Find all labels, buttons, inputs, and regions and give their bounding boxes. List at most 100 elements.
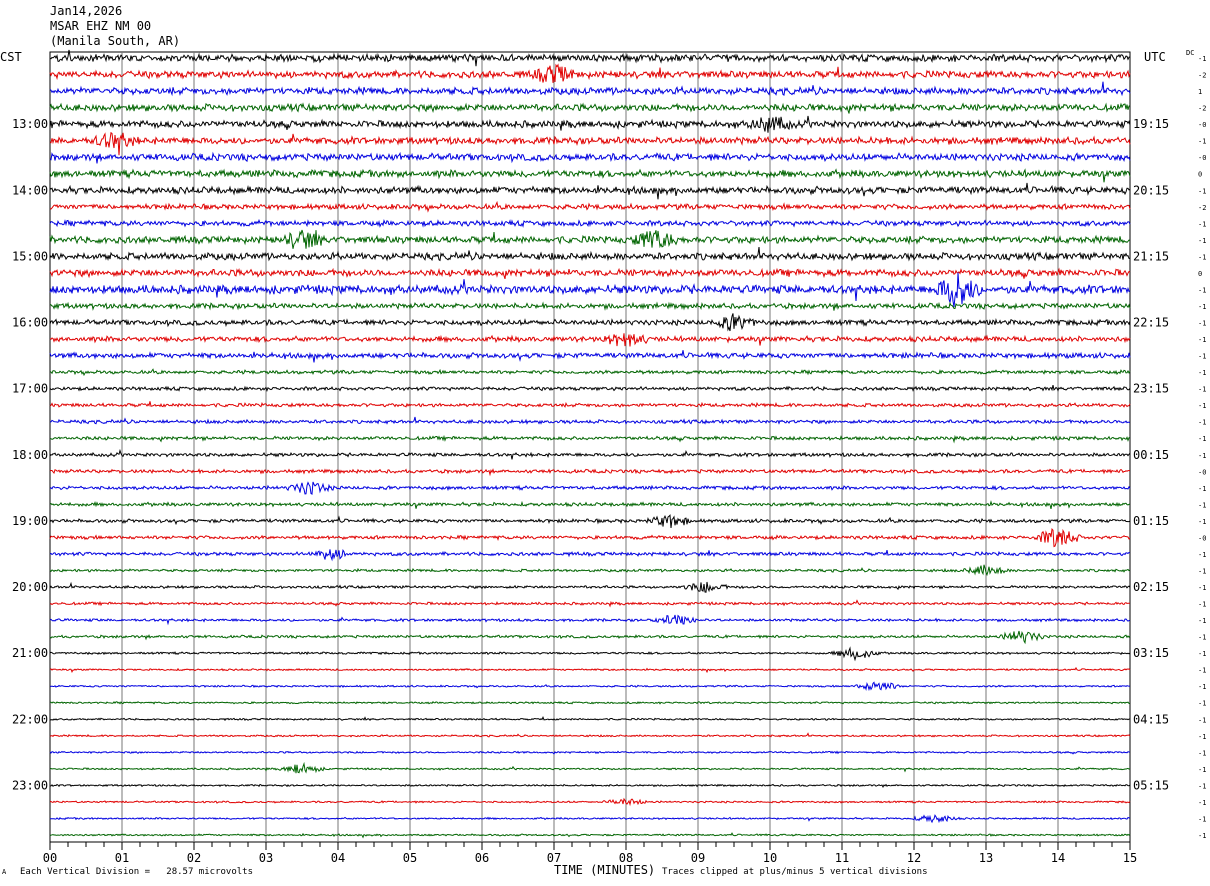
right-hour-label: 02:15 xyxy=(1133,580,1169,594)
dc-offset-label: -1 xyxy=(1198,386,1206,394)
seismic-trace xyxy=(49,732,1131,738)
seismic-trace xyxy=(49,564,1131,577)
seismic-trace xyxy=(49,416,1131,425)
dc-offset-label: -1 xyxy=(1198,518,1206,526)
seismic-trace xyxy=(49,218,1131,228)
seismic-trace xyxy=(49,750,1131,755)
dc-offset-label: -1 xyxy=(1198,733,1206,741)
station-label: MSAR EHZ NM 00 xyxy=(50,19,152,33)
dc-offset-label: -1 xyxy=(1198,452,1206,460)
x-tick-label: 13 xyxy=(979,851,993,865)
seismic-trace xyxy=(49,401,1131,409)
dc-offset-label: -1 xyxy=(1198,369,1206,377)
seismic-trace xyxy=(49,599,1131,608)
seismic-trace xyxy=(49,666,1131,674)
seismic-trace xyxy=(49,814,1131,824)
dc-offset-label: -1 xyxy=(1198,799,1206,807)
dc-offset-label: -1 xyxy=(1198,55,1206,63)
seismic-trace xyxy=(49,272,1131,307)
seismic-trace xyxy=(49,434,1131,444)
left-hour-label: 18:00 xyxy=(12,448,48,462)
dc-offset-label: -1 xyxy=(1198,353,1206,361)
left-hour-label: 17:00 xyxy=(12,382,48,396)
x-tick-label: 15 xyxy=(1123,851,1137,865)
seismic-trace xyxy=(49,102,1131,114)
dc-offset-label: -1 xyxy=(1198,749,1206,757)
seismic-trace xyxy=(49,797,1131,807)
dc-offset-label: -1 xyxy=(1198,419,1206,427)
right-hour-label: 21:15 xyxy=(1133,249,1169,263)
seismic-trace xyxy=(49,313,1131,332)
left-hour-label: 13:00 xyxy=(12,117,48,131)
seismic-trace xyxy=(49,761,1131,774)
seismic-trace xyxy=(49,630,1131,645)
right-hour-label: 00:15 xyxy=(1133,448,1169,462)
right-hour-label: 04:15 xyxy=(1133,712,1169,726)
right-hour-label: 22:15 xyxy=(1133,316,1169,330)
dc-offset-label: -1 xyxy=(1198,617,1206,625)
dc-offset-label: -1 xyxy=(1198,716,1206,724)
left-hour-label: 14:00 xyxy=(12,183,48,197)
x-tick-label: 00 xyxy=(43,851,57,865)
dc-offset-label: -1 xyxy=(1198,782,1206,790)
dc-offset-label: -1 xyxy=(1198,700,1206,708)
x-tick-label: 06 xyxy=(475,851,489,865)
dc-offset-label: -1 xyxy=(1198,567,1206,575)
dc-offset-label: -1 xyxy=(1198,634,1206,642)
x-tick-label: 09 xyxy=(691,851,705,865)
seismic-trace xyxy=(49,783,1131,788)
dc-offset-label: -1 xyxy=(1198,402,1206,410)
x-axis-title: TIME (MINUTES) xyxy=(554,863,656,877)
dc-offset-label: -1 xyxy=(1198,253,1206,261)
dc-header-label: DC xyxy=(1186,49,1195,57)
left-timezone-label: CST xyxy=(0,50,22,64)
seismic-trace xyxy=(49,716,1131,722)
right-hour-label: 20:15 xyxy=(1133,183,1169,197)
seismic-trace xyxy=(49,168,1131,183)
x-tick-label: 02 xyxy=(187,851,201,865)
dc-offset-label: -1 xyxy=(1198,501,1206,509)
dc-offset-label: 0 xyxy=(1198,171,1202,179)
dc-offset-label: -1 xyxy=(1198,435,1206,443)
dc-offset-label: -2 xyxy=(1198,204,1206,212)
seismic-trace xyxy=(49,549,1131,562)
dc-offset-label: -0 xyxy=(1198,468,1206,476)
seismic-trace xyxy=(49,832,1131,839)
dc-offset-label: -0 xyxy=(1198,121,1206,129)
seismic-trace xyxy=(49,301,1131,311)
dc-offset-label: -1 xyxy=(1198,650,1206,658)
x-tick-label: 03 xyxy=(259,851,273,865)
dc-offset-label: -1 xyxy=(1198,584,1206,592)
seismic-trace xyxy=(49,229,1131,249)
seismic-trace xyxy=(49,131,1131,156)
seismic-trace xyxy=(49,115,1131,133)
left-hour-label: 20:00 xyxy=(12,580,48,594)
dc-offset-label: -1 xyxy=(1198,601,1206,609)
seismic-trace xyxy=(49,200,1131,213)
seismic-trace xyxy=(49,267,1131,280)
date-label: Jan14,2026 xyxy=(50,4,123,18)
dc-offset-label: -0 xyxy=(1198,534,1206,542)
seismic-trace xyxy=(49,468,1130,477)
dc-offset-label: -1 xyxy=(1198,485,1206,493)
seismic-trace xyxy=(49,701,1131,705)
seismic-trace xyxy=(49,63,1131,83)
dc-offset-label: 1 xyxy=(1198,88,1202,96)
seismic-trace xyxy=(49,247,1131,262)
scale-note: Each Vertical Division = 28.57 microvolt… xyxy=(20,867,253,877)
seismic-trace xyxy=(49,81,1131,97)
left-hour-label: 15:00 xyxy=(12,249,48,263)
right-hour-label: 05:15 xyxy=(1133,778,1169,792)
dc-offset-label: -1 xyxy=(1198,237,1206,245)
seismic-trace xyxy=(49,646,1131,662)
dc-offset-label: -1 xyxy=(1198,138,1206,146)
x-tick-label: 12 xyxy=(907,851,921,865)
x-tick-label: 01 xyxy=(115,851,129,865)
right-hour-label: 03:15 xyxy=(1133,646,1169,660)
left-hour-label: 21:00 xyxy=(12,646,48,660)
seismic-trace xyxy=(49,151,1131,164)
dc-offset-label: -1 xyxy=(1198,320,1206,328)
x-tick-label: 08 xyxy=(619,851,633,865)
dc-offset-label: -1 xyxy=(1198,336,1206,344)
